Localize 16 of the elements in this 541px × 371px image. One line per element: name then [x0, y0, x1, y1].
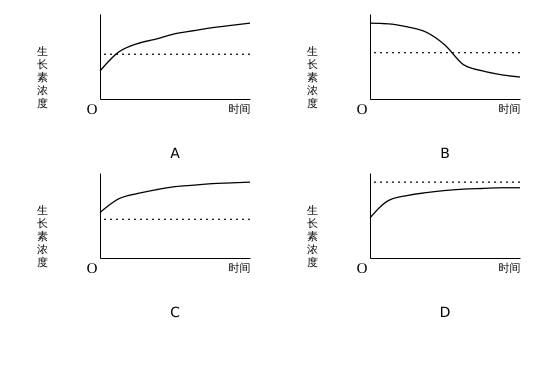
- y-axis-title: 生长素浓度: [37, 204, 48, 269]
- y-axis-title: 生长素浓度: [307, 45, 318, 110]
- text: O: [86, 102, 98, 118]
- y-axis-title: 生长素浓度: [307, 204, 318, 269]
- y-axis-title: 生长素浓度: [37, 45, 48, 110]
- text: B: [440, 146, 450, 162]
- text: D: [440, 305, 450, 321]
- text: O: [356, 261, 368, 277]
- x-axis-title: 时间: [498, 262, 520, 274]
- x-axis-title: 时间: [228, 102, 250, 116]
- text: O: [86, 261, 98, 277]
- text: A: [170, 146, 180, 162]
- text: O: [356, 102, 368, 118]
- x-axis-title: 时间: [228, 262, 250, 274]
- x-axis-title: 时间: [498, 102, 520, 116]
- text: C: [170, 305, 180, 321]
